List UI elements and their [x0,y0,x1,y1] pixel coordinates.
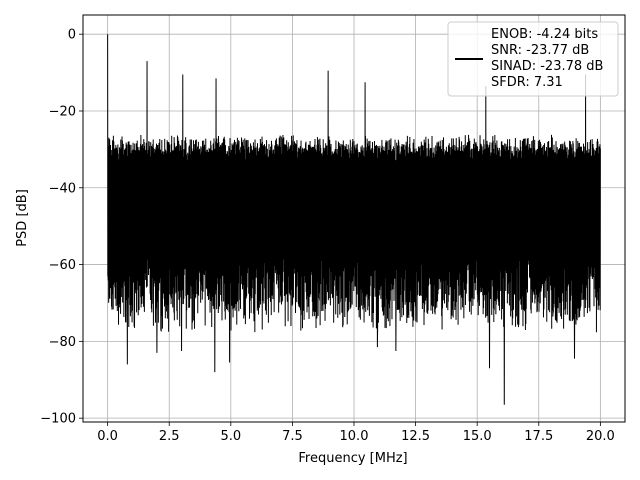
y-tick-label: 0 [68,28,76,43]
y-tick-label: −40 [49,181,76,196]
x-tick-label: 5.0 [220,429,241,444]
y-tick-label: −100 [40,412,76,427]
x-tick-label: 17.5 [524,429,553,444]
psd-series-line [107,34,601,405]
legend-box [447,21,619,97]
y-tick-label: −20 [49,104,76,119]
y-tick-label: −60 [49,258,76,273]
x-tick-label: 10.0 [340,429,369,444]
y-axis-label: PSD [dB] [15,189,30,247]
plot-area [107,34,601,405]
legend-sinad: SINAD: -23.78 dB [491,59,603,74]
y-tick-label: −80 [49,335,76,350]
x-tick-label: 20.0 [586,429,615,444]
legend-enob: ENOB: -4.24 bits [491,27,598,42]
x-tick-label: 0.0 [97,429,118,444]
x-tick-label: 12.5 [401,429,430,444]
x-tick-label: 7.5 [282,429,303,444]
legend: ENOB: -4.24 bits SNR: -23.77 dB SINAD: -… [447,21,619,97]
x-tick-label: 2.5 [159,429,180,444]
x-tick-label: 15.0 [463,429,492,444]
legend-snr: SNR: -23.77 dB [491,43,589,58]
y-ticks: 0 −20 −40 −60 −80 −100 [40,28,83,427]
x-ticks: 0.0 2.5 5.0 7.5 10.0 12.5 15.0 17.5 20.0 [97,422,615,444]
legend-sfdr: SFDR: 7.31 [491,75,563,90]
x-axis-label: Frequency [MHz] [298,451,407,466]
